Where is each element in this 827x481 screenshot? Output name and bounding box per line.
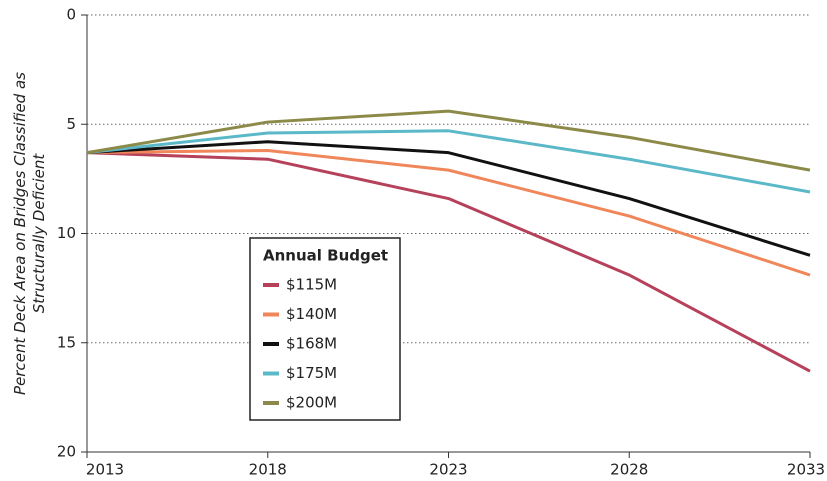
- series-line: [86, 151, 811, 373]
- series-line: [86, 148, 811, 277]
- x-tick-label: 2033: [787, 461, 825, 479]
- legend-label: $115M: [286, 276, 337, 294]
- x-tick-label: 2018: [249, 461, 287, 479]
- y-tick-label: 20: [57, 443, 76, 461]
- y-tick-label: 5: [66, 115, 76, 133]
- y-axis-title-line: Percent Deck Area on Bridges Classified …: [11, 72, 29, 395]
- series-line: [86, 129, 811, 194]
- legend-label: $200M: [286, 394, 337, 412]
- x-tick-label: 2023: [429, 461, 467, 479]
- legend-box: [249, 237, 401, 421]
- legend-label: $140M: [286, 305, 337, 323]
- x-tick-label: 2028: [610, 461, 648, 479]
- y-tick-label: 15: [57, 333, 76, 351]
- series-line: [86, 109, 811, 172]
- series-line: [86, 140, 811, 257]
- legend-title: Annual Budget: [263, 247, 388, 265]
- legend-label: $175M: [286, 364, 337, 382]
- y-axis-title-line: Structurally Deficient: [30, 153, 48, 314]
- y-axis-title: Percent Deck Area on Bridges Classified …: [11, 72, 48, 395]
- x-tick-label: 2013: [86, 461, 124, 479]
- legend-label: $168M: [286, 335, 337, 353]
- y-tick-label: 10: [57, 224, 76, 242]
- y-tick-label: 0: [66, 6, 76, 24]
